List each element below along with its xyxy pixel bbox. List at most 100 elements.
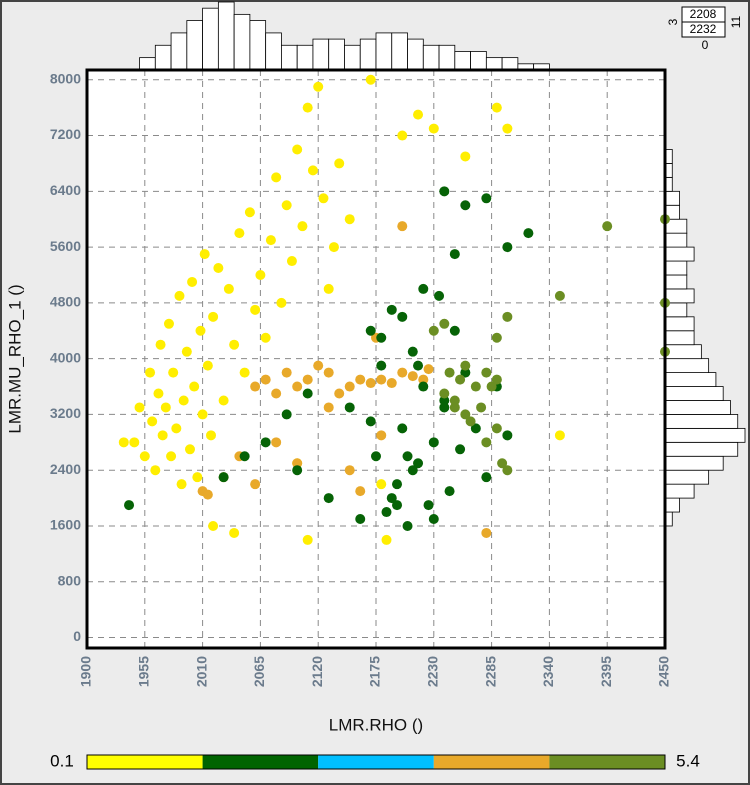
histogram-bar <box>664 358 710 373</box>
point <box>184 444 195 455</box>
point <box>554 430 565 441</box>
x-tick-label: 1900 <box>78 656 94 687</box>
point <box>208 311 219 322</box>
point <box>355 486 366 497</box>
point <box>344 214 355 225</box>
point <box>271 437 282 448</box>
histogram-bar <box>407 38 424 71</box>
point <box>229 527 240 538</box>
corner-label: 0 <box>702 38 709 52</box>
histogram-bar <box>454 51 471 71</box>
point <box>365 325 376 336</box>
point <box>491 102 502 113</box>
histogram-bar <box>664 316 695 332</box>
y-tick-label: 4800 <box>50 294 81 310</box>
colorbar-max: 5.4 <box>676 751 700 770</box>
point <box>434 290 445 301</box>
point <box>413 109 424 120</box>
point <box>470 381 481 392</box>
histogram-bar <box>664 190 680 206</box>
histogram-bar <box>470 51 487 71</box>
point <box>465 416 476 427</box>
plot-frame <box>85 68 667 650</box>
histogram-bar <box>501 57 519 71</box>
point <box>386 304 397 315</box>
histogram-bar <box>265 32 282 71</box>
point <box>476 402 487 413</box>
point <box>365 74 376 85</box>
point <box>491 332 502 343</box>
histogram-bar <box>328 38 345 71</box>
point <box>413 458 424 469</box>
point <box>381 507 392 518</box>
point <box>355 514 366 525</box>
histogram-bar <box>202 7 219 71</box>
point <box>281 409 292 420</box>
y-tick-label: 1600 <box>50 517 81 533</box>
point <box>365 378 376 389</box>
point <box>260 437 271 448</box>
point <box>444 486 455 497</box>
point <box>118 437 129 448</box>
point <box>397 130 408 141</box>
histogram-bar <box>664 469 710 485</box>
point <box>265 235 276 246</box>
point <box>392 479 403 490</box>
point <box>250 479 261 490</box>
point <box>176 479 187 490</box>
point <box>428 437 439 448</box>
point <box>502 242 513 253</box>
point <box>302 374 313 385</box>
histogram-bar <box>249 20 267 71</box>
point <box>213 263 224 274</box>
point <box>460 409 471 420</box>
point <box>174 290 185 301</box>
point <box>124 500 135 511</box>
point <box>166 451 177 462</box>
y-tick-label: 6400 <box>50 182 81 198</box>
point <box>334 158 345 169</box>
point <box>150 465 161 476</box>
colorbar-min: 0.1 <box>50 751 74 770</box>
point <box>271 172 282 183</box>
point <box>392 500 403 511</box>
x-tick-label: 2395 <box>598 656 614 687</box>
point <box>449 325 460 336</box>
point <box>502 311 513 322</box>
point <box>302 102 313 113</box>
point <box>202 360 213 371</box>
x-tick-label: 2120 <box>309 656 325 687</box>
histogram-bar <box>344 44 361 71</box>
point <box>155 339 166 350</box>
point <box>153 388 164 399</box>
histogram-bar <box>664 274 688 290</box>
point <box>470 423 481 434</box>
point <box>195 325 206 336</box>
point <box>460 360 471 371</box>
point <box>502 465 513 476</box>
x-axis-label: LMR.RHO () <box>329 715 423 734</box>
histogram-bar <box>139 57 156 71</box>
point <box>318 193 329 204</box>
point <box>486 381 497 392</box>
histogram-bar <box>664 344 702 360</box>
histogram-bar <box>664 386 724 401</box>
x-tick-label: 2175 <box>367 656 383 687</box>
point <box>281 367 292 378</box>
point <box>206 430 217 441</box>
point <box>460 151 471 162</box>
point <box>481 193 492 204</box>
point <box>129 437 140 448</box>
histogram-bar <box>170 32 188 71</box>
point <box>171 423 182 434</box>
point <box>292 458 303 469</box>
point <box>449 402 460 413</box>
histogram-bar <box>664 260 688 276</box>
point <box>460 367 471 378</box>
point <box>197 409 208 420</box>
point <box>292 381 303 392</box>
point <box>491 423 502 434</box>
point <box>168 367 179 378</box>
point <box>139 451 150 462</box>
